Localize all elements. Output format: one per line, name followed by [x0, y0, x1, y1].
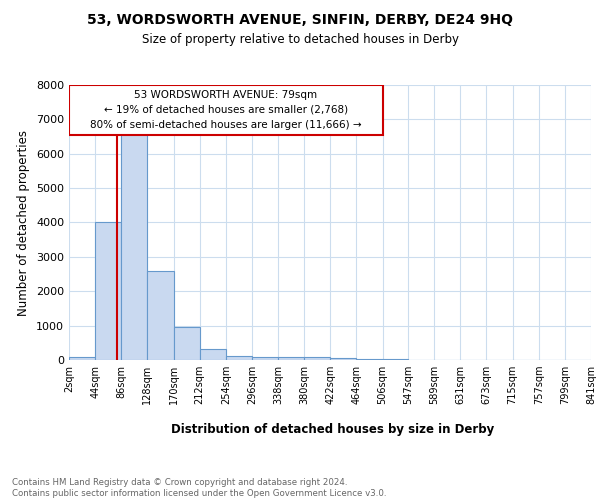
- Bar: [304, 357, 331, 360]
- Y-axis label: Number of detached properties: Number of detached properties: [17, 130, 31, 316]
- Bar: [331, 358, 356, 360]
- Bar: [252, 356, 278, 360]
- Text: Contains HM Land Registry data © Crown copyright and database right 2024.
Contai: Contains HM Land Registry data © Crown c…: [12, 478, 386, 498]
- Bar: [356, 359, 383, 360]
- Bar: [226, 356, 252, 360]
- Text: 53 WORDSWORTH AVENUE: 79sqm
← 19% of detached houses are smaller (2,768)
80% of : 53 WORDSWORTH AVENUE: 79sqm ← 19% of det…: [90, 90, 362, 130]
- Bar: [200, 350, 226, 360]
- Bar: [148, 270, 173, 360]
- Text: 53, WORDSWORTH AVENUE, SINFIN, DERBY, DE24 9HQ: 53, WORDSWORTH AVENUE, SINFIN, DERBY, DE…: [87, 12, 513, 26]
- Text: Distribution of detached houses by size in Derby: Distribution of detached houses by size …: [172, 422, 494, 436]
- Bar: [69, 358, 95, 360]
- Bar: [121, 133, 148, 360]
- FancyBboxPatch shape: [69, 85, 383, 135]
- Bar: [278, 357, 304, 360]
- Bar: [95, 222, 121, 360]
- Text: Size of property relative to detached houses in Derby: Size of property relative to detached ho…: [142, 32, 458, 46]
- Bar: [173, 328, 200, 360]
